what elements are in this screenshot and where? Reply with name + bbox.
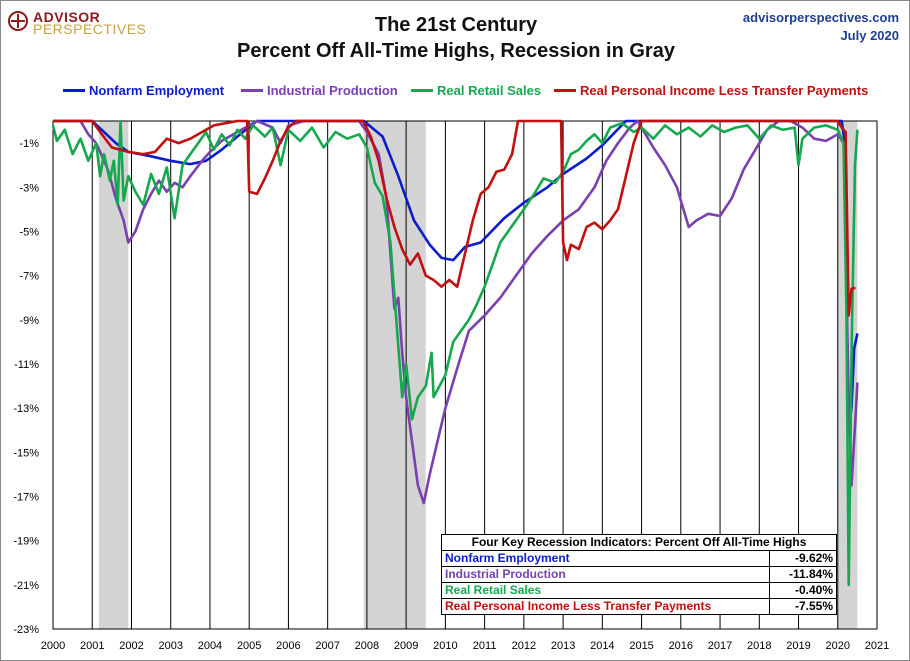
legend-label: Industrial Production [267,83,398,98]
row-value: -0.40% [769,582,837,599]
title-line2: Percent Off All-Time Highs, Recession in… [237,40,675,62]
legend-label: Nonfarm Employment [89,83,225,98]
y-tick-label: -5% [19,226,39,238]
logo: ADVISOR PERSPECTIVES [8,9,168,39]
y-tick-label: -13% [13,403,39,415]
x-tick-label: 2016 [669,640,693,652]
x-tick-label: 2019 [786,640,810,652]
source-block: advisorperspectives.com July 2020 [743,9,899,45]
x-tick-label: 2011 [473,640,497,652]
series-line-3 [53,119,856,317]
table-row: Industrial Production -11.84% [441,566,837,583]
x-tick-label: 2017 [708,640,732,652]
legend-item-retail: Real Retail Sales [411,83,541,98]
legend-item-industrial: Industrial Production [241,83,398,98]
x-tick-label: 2014 [590,640,614,652]
plot-border [52,120,878,630]
x-tick-label: 2021 [865,640,889,652]
legend: Nonfarm Employment Industrial Production… [1,83,910,101]
y-tick-label: -3% [19,182,39,194]
y-tick-label: -23% [13,624,39,636]
x-tick-label: 2000 [41,640,65,652]
row-label: Real Retail Sales [441,582,770,599]
legend-label: Real Retail Sales [437,83,542,98]
legend-swatch [241,89,263,93]
row-label: Real Personal Income Less Transfer Payme… [441,598,770,615]
row-value: -9.62% [769,550,837,567]
series-line-1 [53,119,859,505]
table-row: Nonfarm Employment -9.62% [441,550,837,567]
y-tick-label: -15% [13,447,39,459]
x-tick-label: 2004 [198,640,222,652]
legend-label: Real Personal Income Less Transfer Payme… [580,83,869,98]
y-tick-label: -1% [19,138,39,150]
recession-band [363,121,426,629]
table-row: Real Personal Income Less Transfer Payme… [441,598,837,615]
x-tick-label: 2006 [276,640,300,652]
y-tick-label: -11% [14,359,39,371]
x-tick-label: 2008 [355,640,379,652]
table-header-row: Four Key Recession Indicators: Percent O… [441,534,837,551]
legend-swatch [63,89,85,93]
x-tick-label: 2010 [433,640,457,652]
y-tick-label: -19% [13,536,39,548]
legend-swatch [554,89,576,93]
y-tick-label: -9% [19,315,39,327]
x-tick-label: 2001 [80,640,104,652]
x-tick-label: 2005 [237,640,261,652]
row-value: -7.55% [769,598,837,615]
row-label: Industrial Production [441,566,770,583]
logo-line2: PERSPECTIVES [33,21,147,37]
summary-table: Four Key Recession Indicators: Percent O… [441,534,837,615]
legend-item-income: Real Personal Income Less Transfer Payme… [554,83,868,98]
table-row: Real Retail Sales -0.40% [441,582,837,599]
x-tick-label: 2002 [119,640,143,652]
x-tick-label: 2015 [629,640,653,652]
x-tick-label: 2013 [551,640,575,652]
table-header: Four Key Recession Indicators: Percent O… [441,534,837,551]
y-tick-label: -7% [19,271,39,283]
x-tick-label: 2018 [747,640,771,652]
recession-band [98,121,129,629]
chart-title: The 21st Century Percent Off All-Time Hi… [201,12,711,64]
site-url: advisorperspectives.com [742,10,899,25]
row-label: Nonfarm Employment [441,550,770,567]
row-value: -11.84% [769,566,837,583]
report-date: July 2020 [840,28,899,43]
legend-item-nonfarm: Nonfarm Employment [63,83,224,98]
series-line-2 [51,119,859,587]
logo-line1: ADVISOR [33,9,101,25]
x-tick-label: 2007 [315,640,339,652]
y-tick-label: -21% [13,580,39,592]
x-tick-label: 2003 [158,640,182,652]
x-tick-label: 2009 [394,640,418,652]
compass-logo-icon [8,11,28,31]
x-tick-label: 2020 [826,640,850,652]
legend-swatch [411,89,433,93]
x-tick-label: 2012 [512,640,536,652]
title-line1: The 21st Century [374,14,538,36]
y-tick-label: -17% [13,491,39,503]
